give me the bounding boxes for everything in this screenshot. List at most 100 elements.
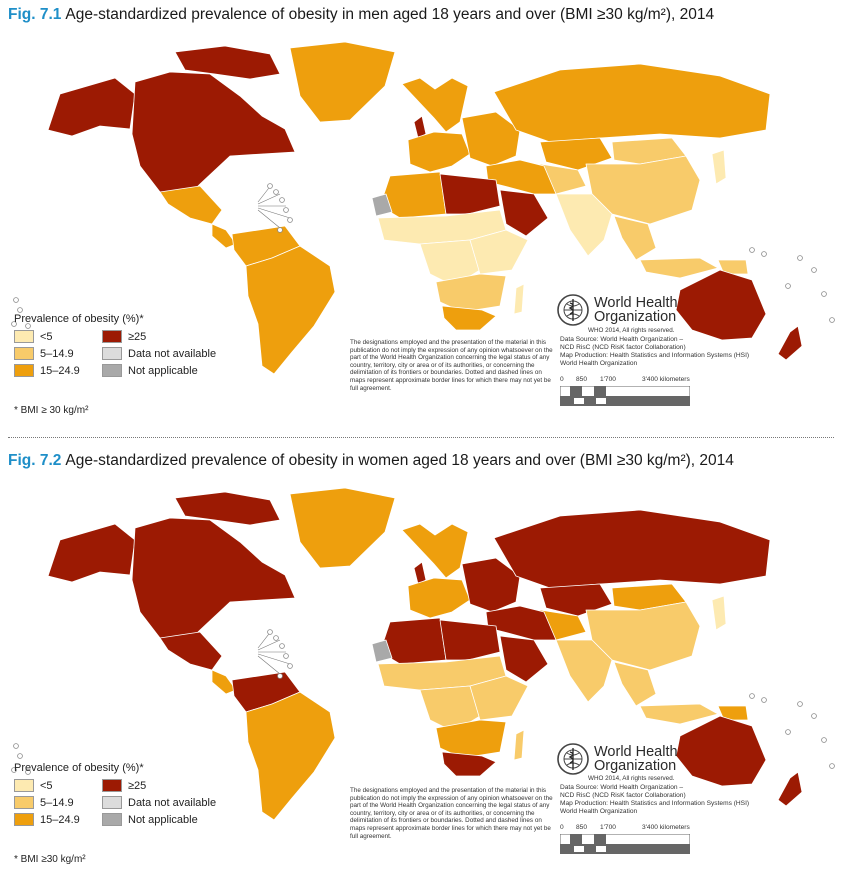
source-line: NCD RisC (NCD RisK factor Collaboration) (560, 344, 686, 351)
island-marker (25, 323, 31, 329)
map-region-madagascar (513, 283, 525, 315)
figure-number: Fig. 7.1 (8, 6, 62, 23)
scale-label: 3'400 kilometers (642, 376, 690, 383)
who-logo: World Health Organization (556, 293, 678, 327)
figure-panel-women: Fig. 7.2 Age-standardized prevalence of o… (0, 444, 850, 874)
island-marker (11, 767, 17, 773)
map-region-alaska (47, 523, 136, 583)
island-marker (279, 643, 285, 649)
figure-title-text: Age-standardized prevalence of obesity i… (65, 452, 734, 469)
legend-swatch (102, 796, 122, 809)
legend-label: ≥25 (128, 330, 147, 343)
legend-item: Not applicable (102, 813, 222, 826)
source-line: Data Source: World Health Organization – (560, 784, 684, 791)
legend-swatch (102, 347, 122, 360)
world-map (11, 41, 835, 375)
island-marker (13, 743, 19, 749)
map-region-new-zealand (777, 771, 803, 807)
scale-label: 0 (560, 824, 564, 831)
map-region-canada-islands (174, 45, 281, 80)
source-line: Map Production: Health Statistics and In… (560, 800, 750, 807)
map-region-png (717, 259, 749, 275)
map-region-mexico (159, 185, 223, 225)
map-region-south-america (245, 245, 336, 375)
legend-swatch (14, 347, 34, 360)
legend-label: <5 (40, 330, 53, 343)
map-region-north-america (131, 517, 296, 641)
figure-title: Fig. 7.1 Age-standardized prevalence of o… (8, 6, 714, 24)
island-marker (785, 283, 791, 289)
island-leader-lines (257, 629, 291, 675)
legend-swatch (14, 796, 34, 809)
island-marker (277, 673, 283, 679)
legend-items: <5 ≥25 5–14.9 Data not available 15–24.9 Not … (14, 779, 222, 826)
figure-number: Fig. 7.2 (8, 452, 62, 469)
island-marker (287, 663, 293, 669)
island-marker (283, 653, 289, 659)
map-region-alaska (47, 77, 136, 137)
map-region-central-america (211, 669, 237, 695)
map-region-madagascar (513, 729, 525, 761)
map-region-southeast-asia (613, 661, 657, 707)
footnote: * BMI ≥30 kg/m² (14, 854, 86, 865)
legend-label: Not applicable (128, 813, 198, 826)
legend-items: <5 ≥25 5–14.9 Data not available 15–24.9 Not … (14, 330, 222, 377)
section-divider (8, 437, 834, 438)
legend-item: 5–14.9 (14, 347, 102, 360)
who-name-line2: Organization (594, 758, 677, 774)
footnote: * BMI ≥ 30 kg/m² (14, 405, 89, 416)
legend-item: Data not available (102, 347, 222, 360)
island-leader-lines (257, 183, 291, 229)
map-region-russia (493, 63, 771, 143)
map-region-libya-egypt (439, 619, 501, 661)
island-marker (749, 247, 755, 253)
who-rights: WHO 2014, All rights reserved. (588, 327, 675, 334)
legend-item: 15–24.9 (14, 364, 102, 377)
island-marker (761, 697, 767, 703)
island-marker (17, 307, 23, 313)
map-region-south-africa (441, 305, 497, 331)
legend-item: 15–24.9 (14, 813, 102, 826)
legend-label: Data not available (128, 796, 217, 809)
legend-item: 5–14.9 (14, 796, 102, 809)
map-region-new-zealand (777, 325, 803, 361)
scale-label: 1'700 (600, 824, 616, 831)
who-name-line1: World Health (594, 295, 678, 311)
legend-swatch (102, 779, 122, 792)
source-line: Map Production: Health Statistics and In… (560, 352, 750, 359)
scale-label: 0 (560, 376, 564, 383)
map-region-southern-africa (435, 719, 507, 759)
legend-item: ≥25 (102, 779, 222, 792)
legend-swatch (14, 364, 34, 377)
island-marker (267, 183, 273, 189)
map-region-canada-islands (174, 491, 281, 526)
legend-swatch (102, 813, 122, 826)
map-region-iceland-scandinavia (401, 77, 469, 133)
island-marker (821, 737, 827, 743)
island-marker (811, 713, 817, 719)
legend-label: <5 (40, 779, 53, 792)
scale-label: 850 (576, 824, 588, 831)
map-region-eastern-europe (461, 557, 521, 613)
legend-item: Not applicable (102, 364, 222, 377)
world-map (11, 487, 835, 821)
who-name: World Health Organization (594, 295, 678, 325)
map-region-arabia (499, 635, 549, 683)
map-region-western-sahara (371, 193, 393, 217)
island-marker (829, 317, 835, 323)
map-region-mexico (159, 631, 223, 671)
island-marker (273, 189, 279, 195)
map-region-japan (711, 595, 727, 631)
island-marker (283, 207, 289, 213)
legend-swatch (14, 813, 34, 826)
island-marker (749, 693, 755, 699)
map-region-australia (675, 269, 767, 341)
island-marker (287, 217, 293, 223)
island-marker (785, 729, 791, 735)
legend-label: 5–14.9 (40, 347, 74, 360)
legend-label: 15–24.9 (40, 813, 80, 826)
source-line: Data Source: World Health Organization – (560, 336, 684, 343)
map-region-indonesia (639, 703, 719, 725)
who-name: World Health Organization (594, 745, 678, 774)
figure-title-text: Age-standardized prevalence of obesity i… (65, 6, 715, 23)
